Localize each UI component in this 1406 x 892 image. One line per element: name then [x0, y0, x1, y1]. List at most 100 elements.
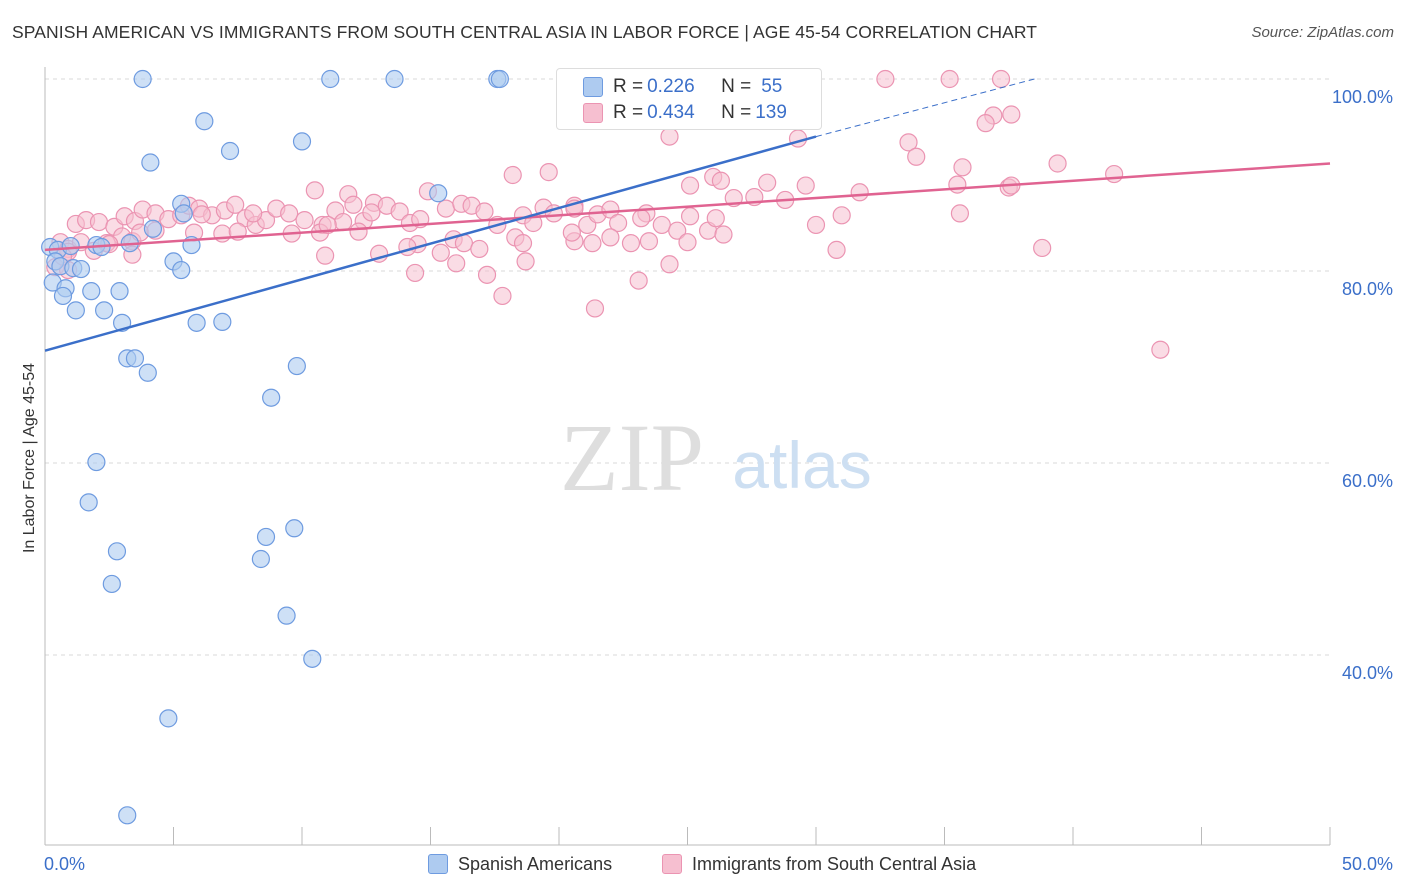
data-point-immigrants [585, 299, 605, 318]
legend-n-label: N = [721, 76, 752, 97]
data-point-immigrants [349, 222, 368, 241]
data-point-immigrants [850, 183, 869, 202]
data-point-immigrants [516, 252, 535, 271]
legend-swatch-blue [428, 854, 448, 874]
data-point-immigrants [318, 215, 337, 235]
trend-line-spanish-extension [815, 78, 1035, 138]
data-point-spanish [256, 527, 276, 547]
y-tick-labels: 40.0% 60.0% 80.0% 100.0% [1332, 87, 1393, 683]
x-tick-label: 0.0% [44, 854, 85, 874]
chart-title: SPANISH AMERICAN VS IMMIGRANTS FROM SOUT… [12, 22, 1038, 42]
data-point-spanish [125, 349, 145, 368]
data-point-immigrants [305, 181, 324, 200]
data-point-immigrants [796, 176, 815, 195]
data-point-immigrants [493, 286, 512, 306]
data-point-immigrants [1048, 154, 1067, 173]
data-point-spanish [141, 153, 160, 172]
data-point-immigrants [1105, 164, 1124, 184]
data-point-immigrants [334, 212, 353, 232]
data-point-immigrants [899, 133, 918, 152]
legend-n-label: N = [721, 102, 752, 123]
data-point-immigrants [192, 205, 211, 224]
data-point-spanish [303, 649, 322, 668]
data-point-spanish [118, 806, 137, 825]
data-point-immigrants [629, 271, 648, 290]
data-point-immigrants [711, 171, 731, 190]
data-point-spanish [133, 69, 152, 89]
data-point-immigrants [706, 209, 725, 228]
y-tick-label: 100.0% [1332, 87, 1393, 107]
data-point-immigrants [226, 195, 245, 214]
data-point-immigrants [431, 243, 450, 262]
data-point-immigrants [621, 234, 641, 253]
watermark-zip: ZIP [560, 404, 704, 511]
data-point-immigrants [948, 175, 967, 194]
legend-row-spanish: R = 0.226 N = 55 [583, 75, 782, 99]
data-point-spanish [53, 286, 73, 306]
data-point-spanish [79, 493, 98, 512]
data-point-spanish [490, 69, 509, 89]
legend-r-label: R = [613, 102, 644, 123]
data-point-immigrants [976, 114, 995, 133]
data-point-immigrants [1151, 340, 1170, 359]
data-point-immigrants [652, 215, 671, 235]
legend-r-value: 0.226 [647, 76, 695, 97]
data-point-spanish [110, 282, 129, 301]
data-point-spanish [87, 452, 106, 472]
data-point-immigrants [680, 207, 700, 226]
legend-swatch-pink [662, 854, 682, 874]
data-point-immigrants [390, 202, 409, 221]
data-point-spanish [61, 236, 80, 256]
gridlines [45, 78, 1330, 656]
data-point-immigrants [562, 223, 581, 242]
data-point-immigrants [1033, 238, 1052, 258]
data-point-spanish [66, 301, 85, 320]
data-point-spanish [385, 69, 404, 89]
data-point-immigrants [244, 204, 263, 223]
x-tick-labels: 0.0% 50.0% [44, 854, 1393, 874]
data-point-immigrants [660, 127, 679, 146]
legend-n-value: 55 [761, 76, 783, 97]
data-point-immigrants [316, 246, 335, 265]
legend-label-spanish: Spanish Americans [458, 853, 613, 874]
y-tick-label: 80.0% [1342, 279, 1393, 299]
data-point-spanish [107, 542, 127, 561]
data-point-spanish [262, 388, 281, 407]
bottom-legend-immigrants: Immigrants from South Central Asia [662, 851, 976, 877]
x-tick-label: 50.0% [1342, 854, 1393, 874]
data-point-immigrants [583, 234, 602, 253]
data-point-spanish [172, 260, 191, 280]
data-point-immigrants [680, 176, 700, 195]
series-spanish-points [41, 69, 810, 825]
data-point-immigrants [601, 200, 620, 219]
data-point-immigrants [991, 69, 1011, 89]
legend-row-immigrants: R = 0.434 N = 139 [583, 101, 787, 125]
data-point-immigrants [362, 203, 381, 222]
watermark-atlas: atlas [732, 428, 871, 502]
data-point-immigrants [758, 173, 777, 192]
data-point-immigrants [513, 234, 533, 253]
data-point-immigrants [539, 163, 558, 182]
data-point-immigrants [609, 213, 628, 233]
data-point-spanish [287, 356, 306, 376]
data-point-spanish [102, 574, 121, 594]
data-point-immigrants [475, 202, 494, 221]
watermark: ZIP atlas [560, 404, 872, 511]
data-point-immigrants [660, 255, 679, 274]
data-point-immigrants [832, 206, 851, 225]
data-point-spanish [277, 606, 296, 625]
data-point-spanish [429, 184, 448, 203]
data-point-immigrants [477, 265, 497, 284]
y-axis-label: In Labor Force | Age 45-54 [21, 362, 38, 554]
legend-swatch-blue [583, 77, 603, 97]
data-point-immigrants [295, 211, 314, 230]
data-point-immigrants [678, 233, 697, 252]
data-point-immigrants [907, 147, 926, 166]
trend-lines [44, 78, 1331, 352]
legend-swatch-pink [583, 103, 603, 123]
data-point-spanish [285, 519, 304, 538]
data-point-immigrants [940, 69, 959, 89]
data-point-immigrants [876, 69, 895, 89]
data-point-immigrants [470, 239, 489, 259]
data-point-spanish [195, 112, 214, 131]
